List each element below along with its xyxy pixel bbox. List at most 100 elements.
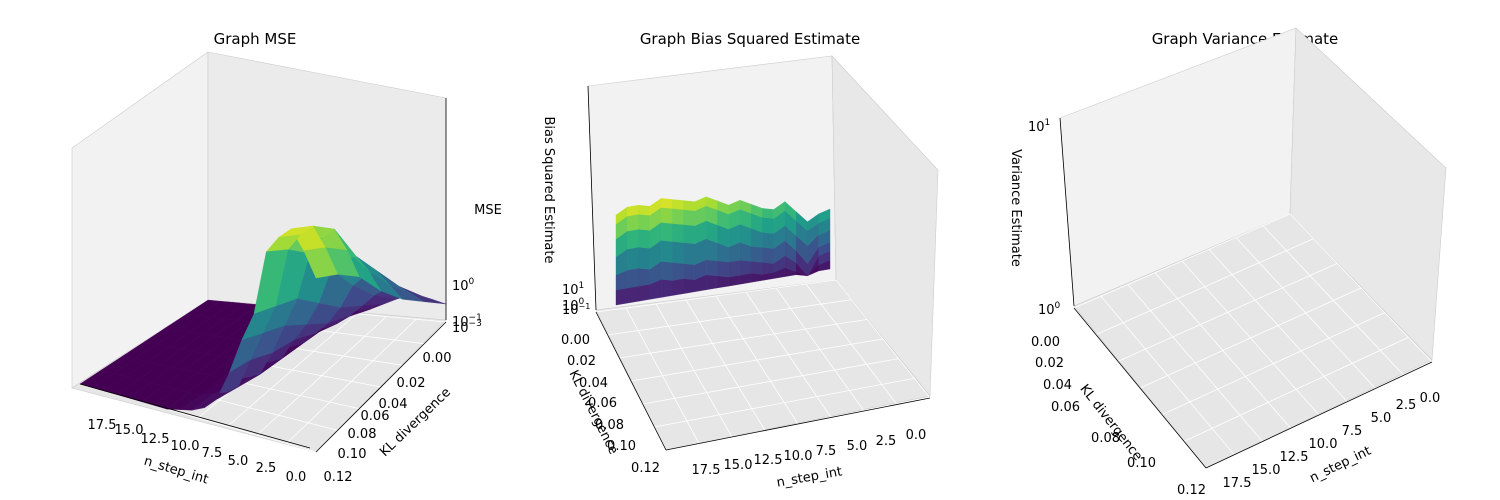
surface-patch (672, 208, 684, 225)
y-ticks: 0.00 0.02 0.04 0.06 0.08 0.10 0.12 (324, 351, 452, 485)
surface-patch (638, 284, 650, 302)
gridline (1183, 336, 1409, 442)
surface-patch (672, 241, 684, 264)
surface-patch (672, 278, 684, 296)
surface-patch (638, 213, 650, 231)
x-tick: 12.5 (141, 432, 170, 447)
y-tick: 0.06 (1051, 400, 1080, 415)
surface-patch (762, 232, 774, 249)
surface-patch (638, 228, 650, 249)
x-tick: 5.0 (847, 439, 868, 454)
x-tick: 7.5 (202, 446, 223, 461)
y-tick: 0.04 (379, 397, 408, 412)
surface-patch (683, 278, 695, 294)
surface-patch (638, 267, 650, 287)
gridline (619, 318, 868, 359)
surface-patch (739, 259, 752, 276)
y-tick: 0.12 (631, 461, 660, 476)
y-tick: 0.08 (1091, 431, 1120, 446)
y-tick: 0.02 (567, 354, 596, 369)
x-tick: 2.5 (876, 434, 897, 449)
x-tick: 15.0 (724, 458, 753, 473)
z-tick: 100 (1038, 301, 1061, 318)
surface-patch (627, 228, 639, 250)
z-axis-label: Variance Estimate (1008, 149, 1023, 267)
surface-patch (660, 222, 673, 242)
surface-patch (762, 262, 774, 275)
y-tick: 0.08 (595, 418, 624, 433)
x-axis-label: n_step_int (775, 464, 843, 490)
z-axis-line (587, 85, 597, 311)
x-tick: 15.0 (1252, 463, 1281, 478)
z-tick: 10−3 (452, 319, 482, 336)
gridline (1139, 287, 1362, 389)
x-axis-line (665, 397, 931, 451)
surface-patch (683, 224, 695, 244)
surface-patch (638, 204, 650, 216)
gridline (1095, 238, 1314, 336)
panel-variance: Graph Variance Estimate 17.5 15.0 12.5 1… (1008, 27, 1447, 498)
x-axis-line (1205, 361, 1433, 469)
x-tick: 17.5 (692, 463, 721, 478)
gridline (607, 299, 852, 336)
gridline (1073, 213, 1291, 309)
surface-patch (660, 279, 673, 298)
surface-patch (672, 199, 684, 210)
z-axis-line (1059, 117, 1075, 307)
surface-patch (683, 242, 695, 265)
z-tick: 100 (452, 277, 475, 294)
y-tick: 0.10 (607, 439, 636, 454)
z-tick: 101 (562, 281, 584, 298)
x-ticks: 17.5 15.0 12.5 10.0 7.5 5.0 2.5 0.0 (88, 418, 307, 485)
gridline (595, 279, 837, 313)
x-ticks: 17.5 15.0 12.5 10.0 7.5 5.0 2.5 0.0 (1223, 391, 1441, 491)
surface-patch (762, 247, 774, 264)
y-tick: 0.00 (423, 351, 452, 366)
y-tick: 0.10 (338, 447, 367, 462)
surface-patch (627, 267, 639, 289)
y-tick: 0.04 (1043, 378, 1072, 393)
surface-bias (615, 196, 831, 306)
z-tick: 10−1 (562, 302, 590, 318)
surface-patch (751, 261, 763, 275)
x-tick: 5.0 (1371, 411, 1392, 426)
surface-mse (79, 225, 447, 411)
surface-patch (660, 261, 673, 281)
y-tick: 0.10 (1127, 456, 1156, 471)
z-tick: 101 (1028, 118, 1050, 135)
x-tick: 0.0 (1420, 391, 1441, 406)
x-tick: 7.5 (1342, 424, 1363, 439)
gridline (654, 377, 915, 428)
x-tick: 17.5 (1223, 476, 1252, 491)
x-axis-label: n_step_int (142, 454, 210, 488)
y-tick: 0.02 (397, 376, 426, 391)
surface-patch (705, 274, 718, 291)
x-tick: 10.0 (171, 439, 200, 454)
chart-title-bias: Graph Bias Squared Estimate (640, 30, 860, 48)
y-tick: 0.06 (361, 409, 390, 424)
gridline (1161, 312, 1385, 416)
y-axis-label: KL divergence (1076, 382, 1145, 464)
gridlines (1073, 213, 1433, 469)
chart-title-mse: Graph MSE (214, 30, 297, 48)
surface-patch (751, 246, 763, 263)
y-tick: 0.12 (1177, 483, 1206, 498)
surface-patch (762, 217, 774, 234)
surface-patch (615, 287, 628, 306)
y-ticks: 0.00 0.02 0.04 0.06 0.08 0.10 0.12 (561, 333, 660, 476)
surface-patch (818, 208, 831, 224)
y-tick: 0.06 (588, 396, 617, 411)
surface-patch (627, 285, 639, 304)
x-tick: 0.0 (286, 470, 307, 485)
surface-patch (660, 207, 673, 224)
panel-mse: Graph MSE 17.5 15.0 12.5 10.0 7.5 5.0 2.… (71, 30, 502, 488)
x-tick: 7.5 (816, 444, 837, 459)
y-tick: 0.00 (1031, 335, 1060, 350)
x-tick: 2.5 (1396, 398, 1417, 413)
surface-patch (672, 262, 684, 281)
surface-patch (683, 209, 695, 226)
x-tick: 0.0 (906, 428, 927, 443)
x-tick: 10.0 (1309, 437, 1338, 452)
y-axis-line (595, 311, 667, 451)
